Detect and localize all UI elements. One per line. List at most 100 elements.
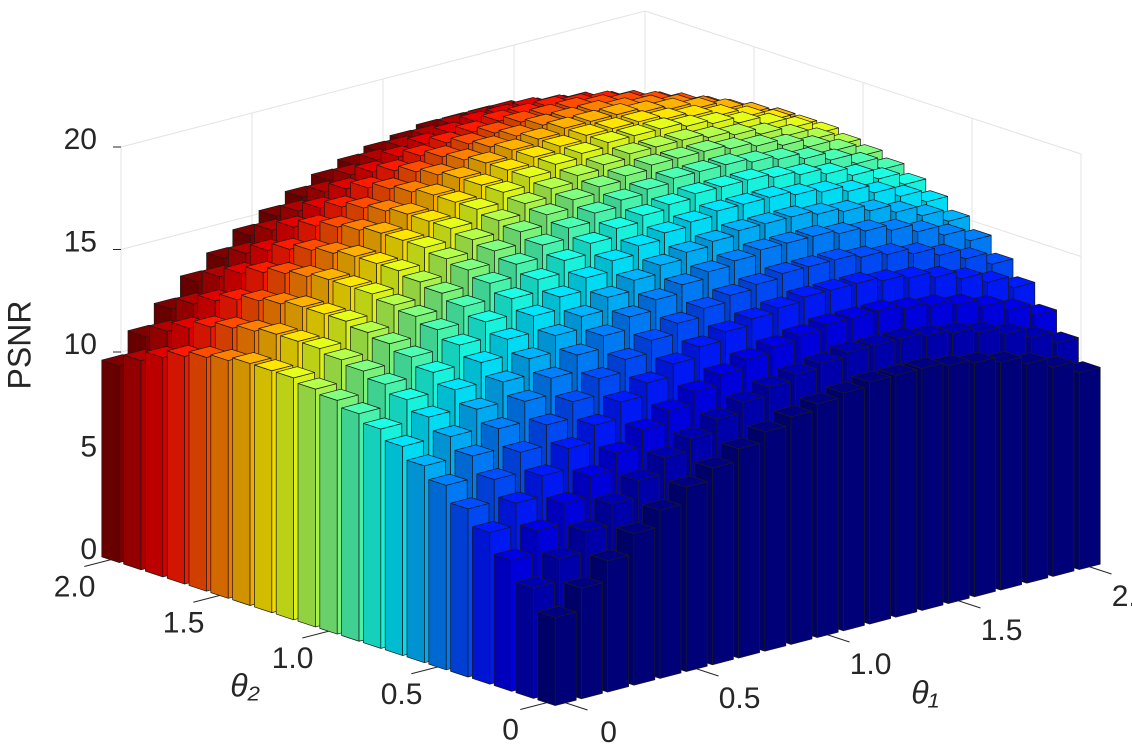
bar-face — [838, 271, 878, 284]
tick-mark — [411, 666, 438, 675]
bar-face — [537, 152, 577, 165]
bar-face — [664, 273, 704, 286]
bar-face — [406, 459, 425, 664]
tick-mark — [565, 702, 588, 711]
bar-face — [572, 231, 612, 244]
bar-face — [515, 304, 555, 317]
z-tick-label: 10 — [64, 328, 97, 361]
bar-face — [799, 392, 839, 405]
bar-face — [450, 497, 490, 510]
bar-face — [760, 296, 800, 309]
y-tick-label: 1.5 — [163, 606, 205, 639]
bar-face — [398, 304, 438, 317]
bar-face — [254, 359, 294, 372]
bar-face — [481, 209, 521, 221]
bar-face — [585, 324, 625, 337]
bar-face — [384, 434, 424, 447]
bar-face — [620, 469, 660, 481]
y-tick-label: 1.0 — [272, 642, 314, 675]
bar-face — [812, 278, 852, 291]
bar-face — [572, 109, 612, 122]
bar-face — [594, 249, 634, 262]
bar-face — [123, 354, 142, 571]
bar-face — [681, 160, 721, 172]
bar-face — [145, 351, 164, 578]
bar-face — [677, 380, 717, 392]
bar-face — [742, 238, 782, 251]
bar-face — [385, 228, 425, 241]
bar-face — [694, 229, 734, 242]
bar-face — [319, 388, 359, 401]
bar-face — [790, 411, 813, 645]
bar-face — [516, 145, 556, 158]
z-tick-label: 5 — [80, 430, 97, 463]
bar-face — [904, 356, 944, 369]
bar-face — [681, 335, 721, 348]
bar-face — [817, 248, 857, 261]
bar-face — [764, 426, 787, 652]
bar-face — [467, 310, 507, 323]
bar-face — [712, 283, 752, 296]
bar-face — [485, 370, 525, 383]
bar-face — [638, 288, 678, 301]
bar-face — [620, 110, 660, 123]
bar-face — [489, 158, 529, 171]
bar-face — [694, 456, 734, 469]
bar-face — [590, 131, 630, 143]
x-tick-label: 2.0 — [1112, 580, 1132, 613]
bar-face — [660, 146, 700, 159]
bar — [537, 605, 577, 706]
x-axis-label: θ₁ — [911, 674, 938, 710]
bar-face — [554, 611, 577, 706]
bar-face — [734, 307, 774, 320]
bar-face — [790, 255, 830, 268]
bar-face — [507, 389, 547, 402]
bar-face — [472, 526, 491, 685]
bar-face — [708, 153, 748, 166]
bar-face — [751, 185, 791, 198]
bar-face — [607, 554, 629, 693]
bar-face — [616, 124, 656, 137]
bar-face — [703, 362, 743, 375]
bar-face — [533, 366, 573, 379]
bar-face — [432, 425, 472, 437]
bar-face — [555, 390, 595, 403]
z-tick-label: 15 — [64, 225, 97, 258]
bar-face — [568, 266, 608, 279]
bar-face — [673, 210, 713, 223]
bar-face — [406, 236, 446, 248]
bar-face — [559, 343, 599, 356]
bar-face — [721, 219, 761, 231]
bar-face — [337, 244, 377, 257]
bar-face — [302, 337, 342, 349]
bar-face — [520, 519, 560, 532]
bar-face — [411, 405, 451, 418]
bar-face — [642, 498, 682, 511]
bar-face — [559, 164, 599, 176]
bar-face — [707, 320, 747, 333]
bar-face — [424, 281, 464, 294]
bar-face — [625, 203, 665, 216]
bar-face — [371, 332, 411, 345]
bar-face — [354, 282, 394, 295]
bar-face — [642, 117, 682, 130]
bar-face — [280, 329, 320, 342]
bar-face — [598, 441, 638, 454]
bar-face — [729, 168, 769, 181]
bar-face — [511, 165, 551, 178]
bar-face — [454, 228, 494, 241]
bar-face — [651, 399, 691, 411]
tick-mark — [696, 668, 719, 677]
bar-face — [777, 362, 817, 375]
bar-face — [725, 192, 765, 205]
bar-face — [773, 405, 813, 418]
bar-face — [297, 383, 316, 628]
bar-face — [825, 381, 865, 394]
bar-face — [581, 367, 621, 379]
bar-face — [511, 347, 551, 360]
tick-mark — [520, 702, 547, 711]
bar-face — [563, 576, 603, 589]
bar-face — [363, 221, 403, 234]
bar-face — [393, 345, 433, 358]
